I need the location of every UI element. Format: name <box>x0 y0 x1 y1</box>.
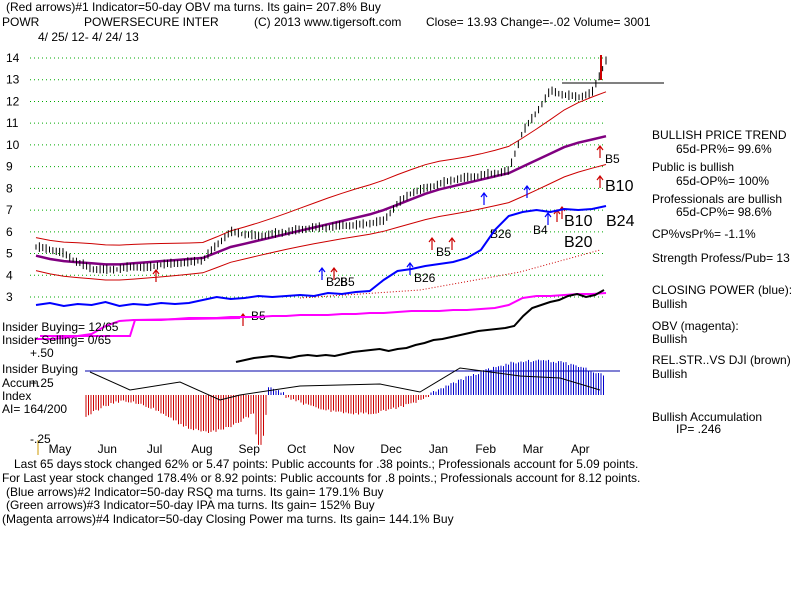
relstr-line <box>236 290 604 362</box>
company-name: POWERSECURE INTER <box>84 16 219 29</box>
y-tick-label: 5 <box>6 247 13 261</box>
x-tick-label: May <box>49 442 72 456</box>
ai-label: AI= 164/200 <box>2 403 67 416</box>
y-tick-label: 6 <box>6 225 13 239</box>
relstr-label: REL.STR..VS DJI (brown) <box>652 354 791 367</box>
y-tick-label: 14 <box>6 51 20 65</box>
indicator-1-line: (Red arrows)#1 Indicator=50-day OBV ma t… <box>6 1 381 14</box>
cp-vs-pr: CP%vsPr%= -1.1% <box>652 228 756 241</box>
closing-power-bullish: Bullish <box>652 298 687 311</box>
footer-line1-prefix: Last 65 days <box>14 458 82 471</box>
y-tick-label: 4 <box>6 268 13 282</box>
signal-label: B10 <box>564 213 593 230</box>
signal-arrow <box>524 186 530 198</box>
x-tick-label: Sep <box>239 442 261 456</box>
signal-label: B4 <box>533 223 548 237</box>
insider-buying-label: Insider Buying <box>2 363 78 376</box>
x-tick-label: Mar <box>523 442 544 456</box>
footer-line4: (Green arrows)#3 Indicator=50-day IPA ma… <box>6 499 375 512</box>
bullish-trend: BULLISH PRICE TREND <box>652 129 786 142</box>
signal-arrow <box>153 270 159 282</box>
copyright: (C) 2013 www.tigersoft.com <box>254 16 401 29</box>
signal-label: B26 <box>414 271 436 285</box>
op-value: 65d-OP%= 100% <box>676 175 769 188</box>
lower-band <box>36 165 606 281</box>
strength: Strength Profess/Pub= 13 <box>652 252 790 265</box>
cp-value: 65d-CP%= 98.6% <box>676 206 772 219</box>
signal-label: B26 <box>490 227 512 241</box>
acc-plus25: +.25 <box>30 377 54 390</box>
signal-label: B5 <box>436 245 451 259</box>
x-tick-label: Aug <box>191 442 212 456</box>
relstr-bullish: Bullish <box>652 368 687 381</box>
signal-label: B5 <box>340 275 355 289</box>
x-tick-label: Dec <box>380 442 401 456</box>
x-tick-label: Jan <box>429 442 448 456</box>
obv-bullish: Bullish <box>652 333 687 346</box>
x-tick-label: Feb <box>475 442 496 456</box>
signal-arrow <box>240 314 246 326</box>
x-tick-label: Jul <box>147 442 162 456</box>
ticker-symbol: POWR <box>2 16 39 29</box>
signal-label: B10 <box>605 178 634 195</box>
closing-power-line <box>36 206 606 306</box>
signal-label: B5 <box>605 152 620 166</box>
signal-arrow <box>597 146 603 158</box>
acc-plus50: +.50 <box>30 347 54 360</box>
x-tick-label: Oct <box>287 442 306 456</box>
y-tick-label: 7 <box>6 203 13 217</box>
signal-label: B24 <box>606 213 635 230</box>
insider-selling: Insider Selling= 0/65 <box>2 334 111 347</box>
footer-line2: For Last year stock changed 178.4% or 8.… <box>2 472 640 485</box>
quote-line: Close= 13.93 Change=-.02 Volume= 3001 <box>426 16 651 29</box>
x-tick-label: Apr <box>571 442 590 456</box>
signal-label: B20 <box>564 234 593 251</box>
ip-value: IP= .246 <box>676 423 721 436</box>
y-tick-label: 13 <box>6 73 20 87</box>
public-bullish: Public is bullish <box>652 161 734 174</box>
y-tick-label: 8 <box>6 181 13 195</box>
signal-arrow <box>597 176 603 188</box>
signal-arrow <box>429 238 435 250</box>
y-tick-label: 10 <box>6 138 20 152</box>
y-tick-label: 11 <box>6 116 19 130</box>
signal-arrow <box>319 268 325 280</box>
x-tick-label: Nov <box>333 442 354 456</box>
footer-line1: stock changed 62% or 5.47 points: Public… <box>84 458 638 471</box>
obv-line <box>36 293 606 339</box>
pr-value: 65d-PR%= 99.6% <box>676 143 772 156</box>
y-tick-label: 12 <box>6 94 20 108</box>
signal-arrow <box>481 193 487 205</box>
y-tick-label: 9 <box>6 160 13 174</box>
y-tick-label: 3 <box>6 290 13 304</box>
x-tick-label: Jun <box>98 442 117 456</box>
closing-power-label: CLOSING POWER (blue): <box>652 284 792 297</box>
acc-minus25: -.25 <box>30 433 51 446</box>
footer-line5: (Magenta arrows)#4 Indicator=50-day Clos… <box>2 513 454 526</box>
date-range: 4/ 25/ 12- 4/ 24/ 13 <box>38 31 139 44</box>
